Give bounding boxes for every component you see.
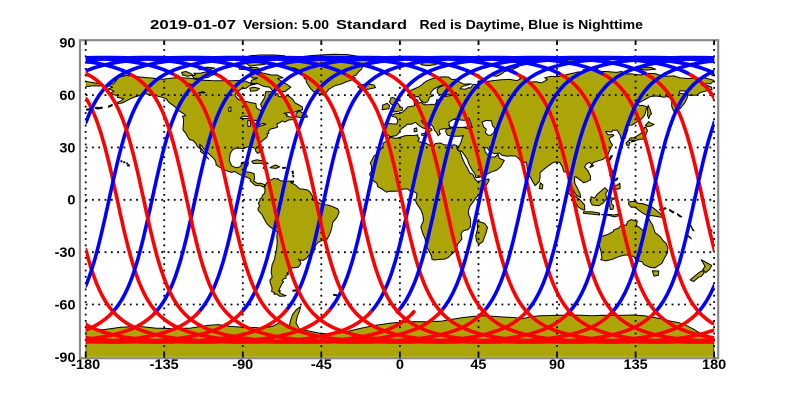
svg-text:Red is Daytime, Blue is Nightt: Red is Daytime, Blue is Nighttime (420, 18, 643, 32)
svg-text:0: 0 (396, 357, 404, 372)
svg-text:180: 180 (702, 357, 726, 372)
svg-text:135: 135 (624, 357, 649, 372)
svg-text:-45: -45 (311, 357, 332, 372)
svg-text:-30: -30 (55, 245, 76, 260)
svg-text:-60: -60 (55, 297, 76, 312)
svg-text:Standard: Standard (336, 18, 407, 32)
svg-text:Version: 5.00: Version: 5.00 (243, 18, 329, 32)
svg-text:2019-01-07: 2019-01-07 (150, 18, 236, 32)
svg-text:0: 0 (67, 193, 75, 208)
svg-text:90: 90 (59, 36, 75, 51)
svg-text:-90: -90 (55, 350, 76, 365)
svg-text:30: 30 (59, 140, 75, 155)
svg-text:45: 45 (470, 357, 487, 372)
svg-text:-90: -90 (232, 357, 253, 372)
svg-text:-180: -180 (71, 357, 100, 372)
svg-text:-135: -135 (150, 357, 180, 372)
svg-text:60: 60 (59, 88, 75, 103)
svg-text:90: 90 (549, 357, 565, 372)
